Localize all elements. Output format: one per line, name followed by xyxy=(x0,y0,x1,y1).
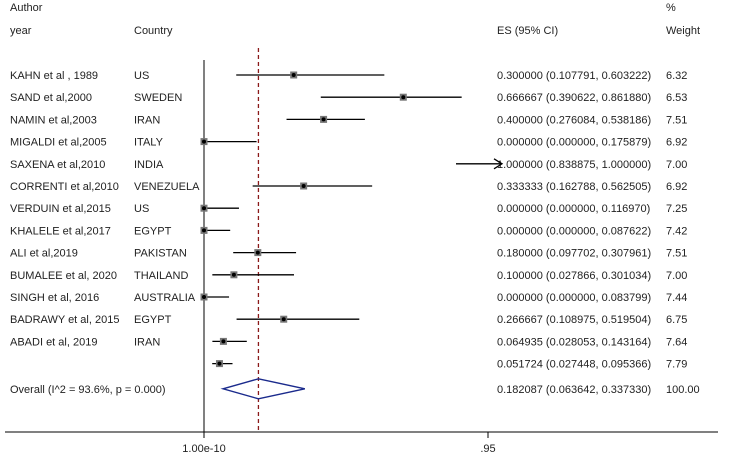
study-es-ci: 0.000000 (0.000000, 0.083799) xyxy=(497,292,651,304)
study-weight: 7.00 xyxy=(666,270,687,282)
study-country: EGYPT xyxy=(134,225,172,237)
study-point xyxy=(321,117,326,122)
study-country: US xyxy=(134,70,149,82)
study-author: SINGH et al, 2016 xyxy=(10,292,99,304)
study-es-ci: 0.180000 (0.097702, 0.307961) xyxy=(497,248,651,260)
x-axis-tick-label: 1.00e-10 xyxy=(182,443,225,455)
study-point xyxy=(291,73,296,77)
study-country: VENEZUELA xyxy=(134,181,200,193)
study-weight: 7.51 xyxy=(666,248,687,260)
study-es-ci: 0.400000 (0.276084, 0.538186) xyxy=(497,114,651,126)
study-es-ci: 0.100000 (0.027866, 0.301034) xyxy=(497,270,651,282)
study-author: KHALELE et al,2017 xyxy=(10,225,111,237)
study-country: IRAN xyxy=(134,336,160,348)
x-axis-tick-label: .95 xyxy=(480,443,495,455)
study-country: US xyxy=(134,203,149,215)
study-point xyxy=(202,228,206,233)
study-weight: 7.00 xyxy=(666,159,687,171)
header-weight: Weight xyxy=(666,25,701,37)
study-country: EGYPT xyxy=(134,314,172,326)
study-es-ci: 0.266667 (0.108975, 0.519504) xyxy=(497,314,651,326)
overall-diamond xyxy=(220,378,305,400)
header-weight-percent: % xyxy=(666,2,676,14)
overall-weight: 100.00 xyxy=(666,384,700,396)
study-point xyxy=(401,95,406,100)
header-author: Author xyxy=(10,2,43,14)
study-author: SAXENA et al,2010 xyxy=(10,159,105,171)
study-point xyxy=(255,250,260,255)
study-point xyxy=(281,317,286,322)
study-es-ci: 0.051724 (0.027448, 0.095366) xyxy=(497,359,651,371)
study-weight: 6.53 xyxy=(666,92,687,104)
study-point xyxy=(202,295,206,299)
study-weight: 7.25 xyxy=(666,203,687,215)
study-weight: 6.92 xyxy=(666,137,687,149)
study-author: VERDUIN et al,2015 xyxy=(10,203,111,215)
study-es-ci: 0.333333 (0.162788, 0.562505) xyxy=(497,181,651,193)
study-country: ITALY xyxy=(134,137,164,149)
study-weight: 7.51 xyxy=(666,114,687,126)
study-es-ci: 1.000000 (0.838875, 1.000000) xyxy=(497,159,651,171)
study-es-ci: 0.666667 (0.390622, 0.861880) xyxy=(497,92,651,104)
study-es-ci: 0.300000 (0.107791, 0.603222) xyxy=(497,70,651,82)
study-author: ABADI et al, 2019 xyxy=(10,336,97,348)
study-point xyxy=(301,184,306,188)
study-country: INDIA xyxy=(134,159,164,171)
study-author: CORRENTI et al,2010 xyxy=(10,181,119,193)
study-author: BADRAWY et al, 2015 xyxy=(10,314,119,326)
study-author: BUMALEE et al, 2020 xyxy=(10,270,117,282)
study-author: MIGALDI et al,2005 xyxy=(10,137,107,149)
study-point xyxy=(221,339,226,344)
study-es-ci: 0.064935 (0.028053, 0.143164) xyxy=(497,336,651,348)
study-country: SWEDEN xyxy=(134,92,182,104)
study-point xyxy=(202,139,206,144)
study-point xyxy=(217,361,222,366)
study-country: AUSTRALIA xyxy=(134,292,196,304)
header-year: year xyxy=(10,25,32,37)
header-es: ES (95% CI) xyxy=(497,25,559,37)
study-weight: 6.75 xyxy=(666,314,687,326)
study-country: PAKISTAN xyxy=(134,248,187,260)
study-point xyxy=(231,272,236,277)
study-country: IRAN xyxy=(134,114,160,126)
study-weight: 7.42 xyxy=(666,225,687,237)
study-es-ci: 0.000000 (0.000000, 0.175879) xyxy=(497,137,651,149)
study-es-ci: 0.000000 (0.000000, 0.087622) xyxy=(497,225,651,237)
study-ci-arrowhead xyxy=(493,158,504,170)
overall-label: Overall (I^2 = 93.6%, p = 0.000) xyxy=(10,384,166,396)
study-author: KAHN et al , 1989 xyxy=(10,70,98,82)
header-country: Country xyxy=(134,25,173,37)
study-country: THAILAND xyxy=(134,270,188,282)
study-weight: 6.92 xyxy=(666,181,687,193)
study-weight: 6.32 xyxy=(666,70,687,82)
study-weight: 7.64 xyxy=(666,336,687,348)
study-point xyxy=(202,206,206,211)
study-es-ci: 0.000000 (0.000000, 0.116970) xyxy=(497,203,650,215)
study-weight: 7.44 xyxy=(666,292,687,304)
study-author: NAMIN et al,2003 xyxy=(10,114,97,126)
study-author: SAND et al,2000 xyxy=(10,92,92,104)
study-weight: 7.79 xyxy=(666,359,687,371)
overall-es-ci: 0.182087 (0.063642, 0.337330) xyxy=(497,384,651,396)
study-author: ALI et al,2019 xyxy=(10,248,78,260)
